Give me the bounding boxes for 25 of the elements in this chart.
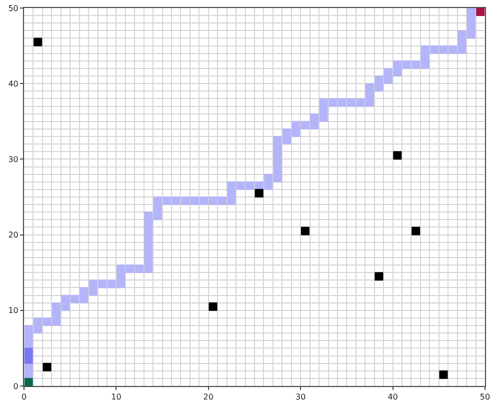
y-tick-label: 20 xyxy=(8,230,18,240)
point xyxy=(42,362,52,372)
point xyxy=(24,348,33,356)
y-tick-label: 10 xyxy=(8,306,18,316)
point xyxy=(300,226,310,236)
x-tick-label: 50 xyxy=(480,392,490,402)
point xyxy=(24,355,33,364)
y-tick-label: 30 xyxy=(8,155,18,164)
point xyxy=(254,188,264,198)
x-tick-label: 10 xyxy=(111,392,122,402)
x-tick-label: 0 xyxy=(21,392,27,402)
point xyxy=(393,151,402,160)
point xyxy=(374,272,384,281)
point xyxy=(439,370,448,379)
x-tick-label: 20 xyxy=(203,392,214,402)
point xyxy=(476,8,485,16)
point xyxy=(208,302,218,311)
x-tick-label: 30 xyxy=(296,392,306,402)
point xyxy=(412,226,420,236)
point xyxy=(24,378,33,386)
x-tick-label: 40 xyxy=(388,392,398,402)
y-tick-label: 40 xyxy=(8,79,18,88)
y-tick-label: 0 xyxy=(13,382,18,391)
y-tick-label: 50 xyxy=(8,4,18,13)
point xyxy=(34,38,42,46)
